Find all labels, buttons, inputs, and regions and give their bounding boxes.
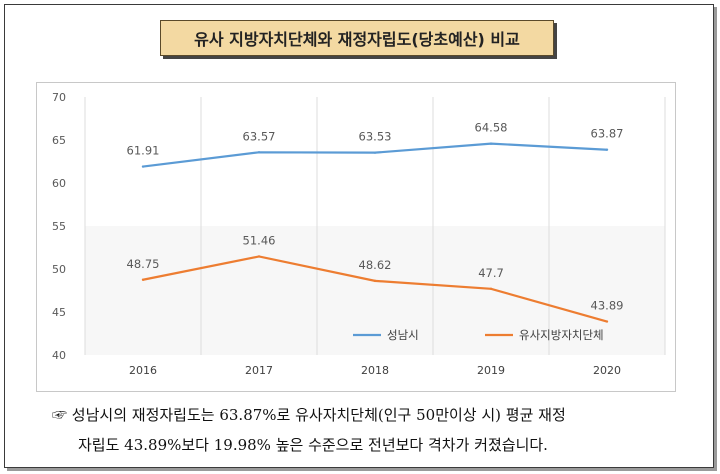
x-tick-label: 2019	[477, 364, 505, 377]
data-label: 63.57	[243, 129, 276, 143]
data-point	[141, 165, 145, 168]
data-point	[373, 279, 377, 283]
y-tick-label: 50	[52, 263, 66, 276]
y-tick-label: 65	[52, 134, 66, 147]
summary-note: ☞ 성남시의 재정자립도는 63.87%로 유사자치단체(인구 50만이상 시)…	[52, 400, 692, 460]
data-point	[141, 278, 145, 281]
series-line-1	[142, 142, 608, 168]
legend-label: 유사지방자치단체	[519, 328, 604, 342]
pointing-hand-icon: ☞	[52, 406, 68, 424]
chart-title: 유사 지방자치단체와 재정자립도(당초예산) 비교	[160, 20, 554, 56]
legend-label: 성남시	[387, 328, 419, 342]
x-tick-label: 2016	[129, 364, 157, 377]
data-point	[489, 287, 493, 290]
data-point	[489, 142, 493, 145]
y-tick-label: 70	[52, 91, 66, 104]
y-tick-label: 55	[52, 220, 66, 233]
data-point	[373, 151, 377, 154]
line-chart: 40 45 50 55 60 65 70 2016 2017 2018 2019 2020 61.91 6…	[52, 91, 666, 377]
data-point	[257, 151, 261, 154]
data-point	[257, 255, 261, 258]
data-label: 51.46	[243, 233, 276, 247]
data-label: 48.62	[359, 258, 392, 272]
x-tick-label: 2018	[361, 364, 389, 377]
chart-area: 40 45 50 55 60 65 70 2016 2017 2018 2019 2020 61.91 6…	[36, 82, 676, 392]
y-tick-label: 45	[52, 306, 66, 319]
data-label: 48.75	[127, 257, 160, 271]
data-point	[605, 320, 609, 323]
data-label: 63.53	[359, 130, 392, 144]
data-label: 64.58	[475, 121, 508, 135]
plot-background	[85, 226, 665, 355]
y-tick-label: 60	[52, 177, 66, 190]
y-tick-label: 40	[52, 349, 66, 362]
data-point	[605, 148, 609, 151]
note-line-2: 자립도 43.89%보다 19.98% 높은 수준으로 전년보다 격차가 커졌습…	[78, 436, 548, 454]
data-label: 47.7	[478, 266, 504, 280]
x-tick-label: 2017	[245, 364, 273, 377]
x-tick-label: 2020	[593, 364, 621, 377]
data-label: 61.91	[127, 144, 160, 158]
data-label: 63.87	[591, 127, 624, 141]
note-line-1: 성남시의 재정자립도는 63.87%로 유사자치단체(인구 50만이상 시) 평…	[71, 406, 566, 424]
data-label: 43.89	[591, 299, 624, 313]
